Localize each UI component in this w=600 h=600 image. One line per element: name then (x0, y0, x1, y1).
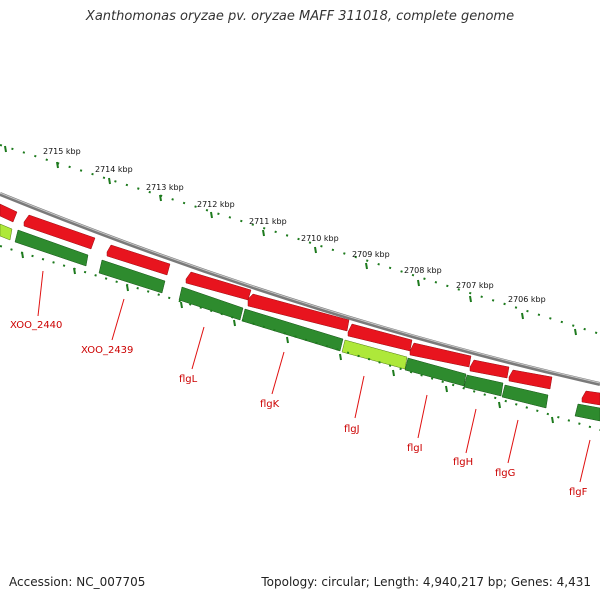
label-leader (271, 351, 285, 395)
gene-reverse-highlight[interactable] (0, 223, 13, 241)
ruler-tick (314, 246, 317, 254)
gene-label-flgh[interactable]: flgH (453, 457, 473, 468)
gene-forward[interactable] (581, 390, 600, 406)
ruler-label: 2711 kbp (249, 217, 287, 226)
gene-forward[interactable] (247, 293, 350, 332)
gene-forward[interactable] (106, 244, 171, 276)
label-leader (417, 394, 428, 439)
ruler-label: 2715 kbp (43, 147, 81, 156)
label-leader (111, 298, 125, 341)
ruler-tick (574, 328, 577, 336)
gene-label-xoo-2439[interactable]: XOO_2439 (81, 345, 133, 356)
gene-label-flgk[interactable]: flgK (260, 399, 280, 410)
ruler-label: 2710 kbp (301, 234, 339, 243)
page-title: Xanthomonas oryzae pv. oryzae MAFF 31101… (85, 9, 515, 24)
ruler-tick (445, 385, 448, 393)
ruler-label: 2707 kbp (456, 281, 494, 290)
ruler-tick (180, 301, 183, 309)
gene-label-xoo-2440[interactable]: XOO_2440 (10, 320, 62, 331)
label-leader (579, 439, 591, 483)
label-leader (191, 326, 205, 370)
genome-summary-text: Topology: circular; Length: 4,940,217 bp… (261, 575, 591, 589)
gene-reverse[interactable] (14, 229, 89, 267)
gene-forward[interactable] (469, 359, 510, 379)
ruler-tick (417, 279, 420, 287)
genome-backbone (0, 192, 600, 386)
genome-backbone-highlight (0, 192, 600, 384)
gene-forward[interactable] (409, 342, 472, 368)
label-leader (507, 419, 519, 464)
ruler-label: 2714 kbp (95, 165, 133, 174)
forward-strand (0, 203, 600, 406)
ruler-tick (498, 401, 501, 409)
ruler-tick (262, 229, 265, 237)
ruler-label: 2713 kbp (146, 183, 184, 192)
gene-forward[interactable] (23, 214, 96, 250)
ruler-tick (73, 267, 76, 275)
ruler-tick (392, 369, 395, 377)
inner-ruler (0, 245, 600, 431)
ruler-tick (365, 262, 368, 270)
accession-text: Accession: NC_007705 (9, 575, 146, 589)
ruler-tick (159, 194, 162, 202)
ruler-tick (521, 312, 524, 320)
gene-forward[interactable] (185, 271, 252, 301)
label-leader (37, 270, 44, 317)
ruler-tick (233, 319, 236, 327)
ruler-tick (108, 177, 111, 185)
label-leaders (37, 270, 591, 483)
ruler-label: 2706 kbp (508, 295, 546, 304)
gene-label-flgi[interactable]: flgI (407, 443, 423, 454)
gene-label-flgl[interactable]: flgL (179, 374, 198, 385)
gene-forward[interactable] (347, 323, 413, 352)
ruler-label: 2712 kbp (197, 200, 235, 209)
ruler-tick (210, 211, 213, 219)
gene-reverse[interactable] (574, 403, 600, 422)
ruler-tick (286, 336, 289, 344)
gene-reverse[interactable] (501, 384, 549, 409)
gene-label-flgj[interactable]: flgJ (344, 424, 360, 435)
ruler-tick (21, 251, 24, 259)
label-leader (354, 375, 365, 419)
gene-label-flgf[interactable]: flgF (569, 487, 588, 498)
gene-reverse[interactable] (178, 286, 244, 321)
gene-forward[interactable] (0, 203, 18, 223)
ruler-tick (469, 295, 472, 303)
label-leader (465, 408, 477, 454)
ruler-label: 2709 kbp (352, 250, 390, 259)
ruler-tick (56, 161, 59, 169)
outer-ruler (0, 144, 600, 336)
ruler-tick (551, 416, 554, 424)
gene-forward[interactable] (508, 369, 553, 390)
ruler-label: 2708 kbp (404, 266, 442, 275)
ruler-tick (126, 284, 129, 292)
ruler-tick (4, 145, 7, 153)
gene-label-flgg[interactable]: flgG (495, 468, 515, 479)
reverse-strand (0, 223, 600, 422)
gene-reverse[interactable] (241, 308, 344, 352)
gene-reverse[interactable] (98, 259, 166, 294)
ruler-tick (339, 353, 342, 361)
gene-reverse[interactable] (463, 374, 504, 397)
